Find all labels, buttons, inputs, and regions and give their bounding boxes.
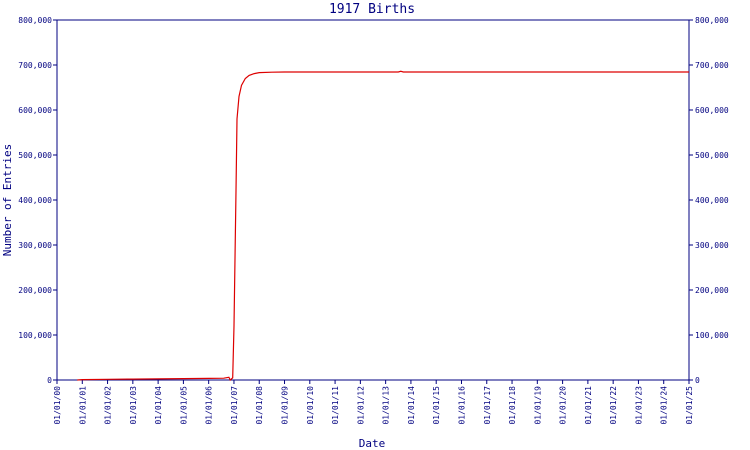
y-tick-label-right: 700,000	[695, 61, 729, 70]
y-tick-label-right: 0	[695, 376, 700, 385]
x-tick-label: 01/01/12	[356, 386, 365, 425]
x-tick-label: 01/01/15	[432, 386, 441, 425]
y-tick-label-left: 400,000	[18, 196, 52, 205]
y-tick-label-left: 0	[47, 376, 52, 385]
x-tick-label: 01/01/21	[584, 386, 593, 425]
y-tick-label-left: 600,000	[18, 106, 52, 115]
x-tick-label: 01/01/14	[407, 386, 416, 425]
y-tick-label-right: 200,000	[695, 286, 729, 295]
y-tick-label-right: 300,000	[695, 241, 729, 250]
x-axis-ticks: 01/01/00 01/01/01 01/01/02 01/01/03 01/01/04…	[53, 380, 694, 425]
x-tick-label: 01/01/01	[78, 386, 87, 425]
x-tick-label: 01/01/16	[457, 386, 466, 425]
y-tick-label-right: 800,000	[695, 16, 729, 25]
x-tick-label: 01/01/13	[382, 386, 391, 425]
y-tick-label-left: 500,000	[18, 151, 52, 160]
x-tick-label: 01/01/00	[53, 386, 62, 425]
x-tick-label: 01/01/25	[685, 386, 694, 425]
chart-title: 1917 Births	[329, 2, 415, 17]
y-tick-label-right: 600,000	[695, 106, 729, 115]
y-tick-label-left: 300,000	[18, 241, 52, 250]
x-tick-label: 01/01/04	[154, 386, 163, 425]
y-tick-label-left: 200,000	[18, 286, 52, 295]
x-tick-label: 01/01/22	[609, 386, 618, 425]
x-tick-label: 01/01/23	[634, 386, 643, 425]
x-tick-label: 01/01/03	[129, 386, 138, 425]
x-tick-label: 01/01/05	[179, 386, 188, 425]
y-tick-label-right: 500,000	[695, 151, 729, 160]
x-tick-label: 01/01/06	[205, 386, 214, 425]
plot-area	[56, 19, 690, 381]
x-tick-label: 01/01/11	[331, 386, 340, 425]
y-tick-label-left: 800,000	[18, 16, 52, 25]
x-tick-label: 01/01/19	[533, 386, 542, 425]
x-tick-label: 01/01/02	[104, 386, 113, 425]
x-tick-label: 01/01/08	[255, 386, 264, 425]
y-axis-label: Number of Entries	[1, 144, 14, 257]
y-tick-label-left: 700,000	[18, 61, 52, 70]
y-tick-label-right: 400,000	[695, 196, 729, 205]
y-axis-ticks: 0 0 100,000 100,000 200,000 200,000 300,000 300…	[18, 16, 729, 385]
x-tick-label: 01/01/10	[306, 386, 315, 425]
x-tick-label: 01/01/20	[559, 386, 568, 425]
x-tick-label: 01/01/17	[483, 386, 492, 425]
x-tick-label: 01/01/24	[660, 386, 669, 425]
y-tick-label-right: 100,000	[695, 331, 729, 340]
y-tick-label-left: 100,000	[18, 331, 52, 340]
x-tick-label: 01/01/18	[508, 386, 517, 425]
series-line	[77, 70, 689, 381]
x-axis-label: Date	[359, 437, 386, 450]
x-tick-label: 01/01/09	[281, 386, 290, 425]
x-tick-label: 01/01/07	[230, 386, 239, 425]
